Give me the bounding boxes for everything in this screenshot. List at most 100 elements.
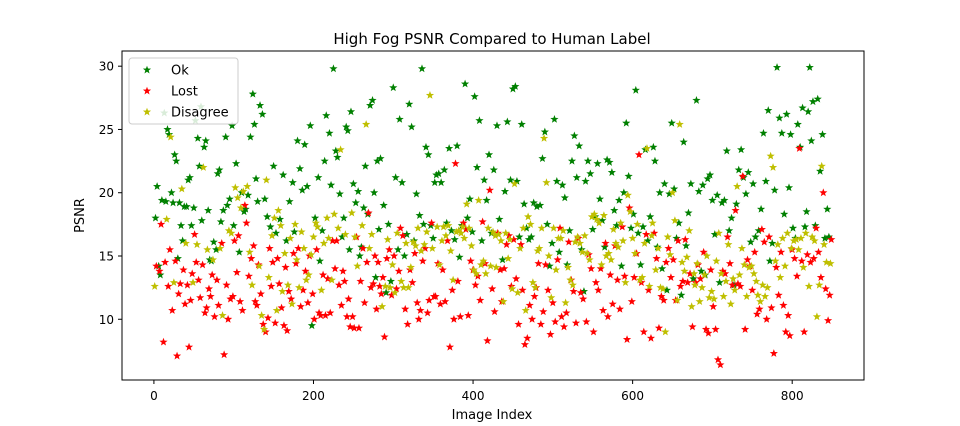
- point-lost: [748, 285, 757, 294]
- point-lost: [603, 312, 612, 321]
- point-ok: [480, 175, 489, 184]
- point-ok: [455, 252, 464, 261]
- point-lost: [750, 247, 759, 256]
- point-ok: [407, 122, 416, 131]
- point-lost: [784, 311, 793, 319]
- series-disagree: [150, 90, 835, 336]
- point-ok: [271, 228, 281, 237]
- point-ok: [529, 198, 538, 207]
- point-disagree: [563, 263, 573, 271]
- point-disagree: [272, 306, 281, 314]
- point-ok: [583, 156, 593, 165]
- point-disagree: [264, 273, 273, 281]
- point-lost: [202, 303, 211, 312]
- point-disagree: [658, 284, 668, 293]
- point-disagree: [580, 231, 589, 240]
- legend-box: [128, 57, 239, 125]
- point-ok: [686, 179, 695, 188]
- point-disagree: [218, 311, 227, 319]
- point-ok: [359, 203, 368, 212]
- point-ok: [339, 213, 348, 222]
- point-disagree: [528, 278, 537, 287]
- point-ok: [368, 96, 377, 104]
- point-disagree: [685, 226, 694, 235]
- point-disagree: [542, 178, 551, 187]
- point-ok: [734, 165, 743, 174]
- point-lost: [256, 289, 265, 298]
- point-disagree: [595, 218, 604, 227]
- point-disagree: [262, 175, 271, 184]
- point-disagree: [516, 244, 525, 252]
- point-lost: [443, 236, 452, 245]
- point-lost: [212, 275, 222, 284]
- point-lost: [800, 327, 809, 336]
- point-lost: [471, 280, 480, 289]
- point-ok: [631, 85, 640, 94]
- point-ok: [303, 182, 312, 190]
- point-disagree: [341, 230, 350, 238]
- point-lost: [318, 270, 328, 279]
- point-ok: [538, 154, 547, 163]
- point-lost: [421, 244, 430, 252]
- point-disagree: [464, 223, 474, 232]
- point-lost: [436, 299, 445, 308]
- point-lost: [466, 256, 475, 265]
- point-ok: [788, 223, 798, 232]
- point-ok: [307, 321, 316, 330]
- point-lost: [198, 260, 207, 269]
- point-disagree: [539, 134, 549, 142]
- point-disagree: [309, 232, 318, 241]
- point-ok: [482, 196, 491, 204]
- point-lost: [308, 289, 317, 298]
- point-ok: [201, 136, 210, 145]
- point-disagree: [656, 283, 665, 292]
- point-lost: [168, 306, 177, 314]
- point-lost: [152, 261, 161, 270]
- point-disagree: [224, 226, 233, 235]
- point-ok: [335, 189, 344, 198]
- point-ok: [775, 113, 784, 122]
- point-disagree: [749, 269, 758, 278]
- point-lost: [449, 314, 458, 323]
- point-lost: [387, 290, 396, 299]
- point-disagree: [822, 258, 831, 266]
- point-lost: [678, 277, 687, 285]
- point-disagree: [559, 226, 568, 235]
- point-ok: [384, 220, 393, 228]
- point-lost: [180, 299, 190, 308]
- point-ok: [293, 136, 302, 145]
- point-disagree: [714, 228, 723, 237]
- point-lost: [190, 230, 199, 238]
- data-points: [150, 63, 836, 369]
- point-lost: [824, 316, 833, 325]
- point-ok: [677, 290, 686, 299]
- point-lost: [483, 336, 492, 345]
- point-disagree: [810, 236, 819, 245]
- point-disagree: [499, 297, 508, 306]
- point-disagree: [735, 270, 744, 279]
- point-disagree: [678, 258, 687, 266]
- point-ok: [290, 227, 299, 236]
- point-lost: [251, 297, 260, 306]
- point-disagree: [604, 249, 613, 257]
- point-lost: [587, 264, 596, 273]
- point-disagree: [690, 280, 699, 289]
- point-disagree: [278, 287, 287, 295]
- point-ok: [216, 217, 226, 226]
- point-lost: [312, 245, 321, 254]
- point-disagree: [307, 250, 316, 259]
- point-disagree: [740, 260, 749, 269]
- point-lost: [208, 270, 217, 279]
- point-disagree: [255, 261, 264, 270]
- point-ok: [555, 247, 564, 256]
- point-ok: [342, 122, 351, 131]
- point-ok: [258, 109, 267, 118]
- point-lost: [509, 235, 518, 244]
- point-lost: [287, 294, 296, 303]
- point-lost: [594, 285, 603, 294]
- point-lost: [644, 285, 653, 294]
- point-lost: [418, 256, 427, 265]
- point-ok: [470, 92, 479, 101]
- point-lost: [596, 264, 605, 273]
- point-disagree: [519, 223, 528, 232]
